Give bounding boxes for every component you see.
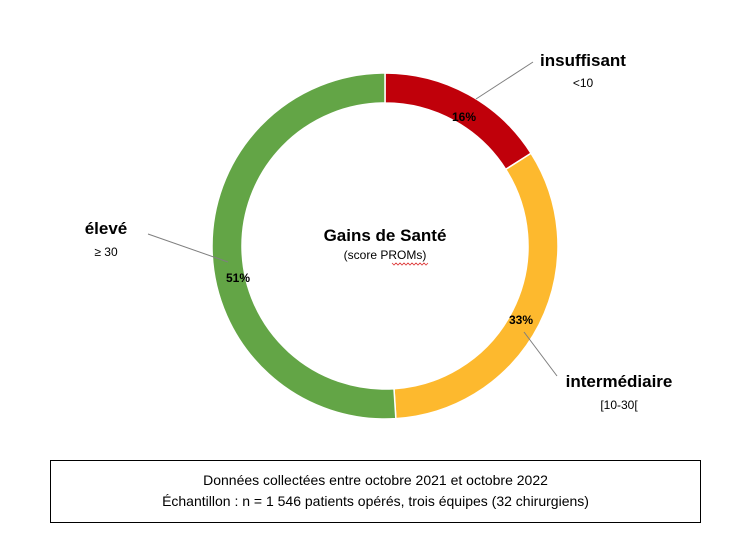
category-range-insuffisant: <10 <box>573 76 594 90</box>
note-line-2: Échantillon : n = 1 546 patients opérés,… <box>162 493 589 509</box>
category-name-intermediaire: intermédiaire <box>566 372 673 391</box>
data-label-insuffisant: 16% <box>452 110 476 124</box>
category-name-eleve: élevé <box>85 219 128 238</box>
center-label: Gains de Santé (score PROMs) <box>324 226 447 266</box>
note-box: Données collectées entre octobre 2021 et… <box>50 460 701 523</box>
spellcheck-underline <box>391 262 429 266</box>
leader-line-intermediaire <box>523 331 558 377</box>
leader-line-insuffisant <box>475 61 534 100</box>
center-title: Gains de Santé <box>324 226 447 245</box>
slice-eleve <box>211 72 397 420</box>
leader-line-eleve <box>147 233 229 263</box>
note-line-1: Données collectées entre octobre 2021 et… <box>203 472 548 488</box>
donut-slices <box>211 72 559 420</box>
slice-intermediaire <box>393 152 559 420</box>
category-range-eleve: ≥ 30 <box>94 245 118 259</box>
data-label-eleve: 51% <box>226 271 250 285</box>
donut-chart: Gains de Santé (score PROMs) 16% 33% 51%… <box>85 51 673 420</box>
center-subtitle: (score PROMs) <box>344 248 427 262</box>
data-label-intermediaire: 33% <box>509 313 533 327</box>
category-name-insuffisant: insuffisant <box>540 51 626 70</box>
category-range-intermediaire: [10-30[ <box>600 398 638 412</box>
